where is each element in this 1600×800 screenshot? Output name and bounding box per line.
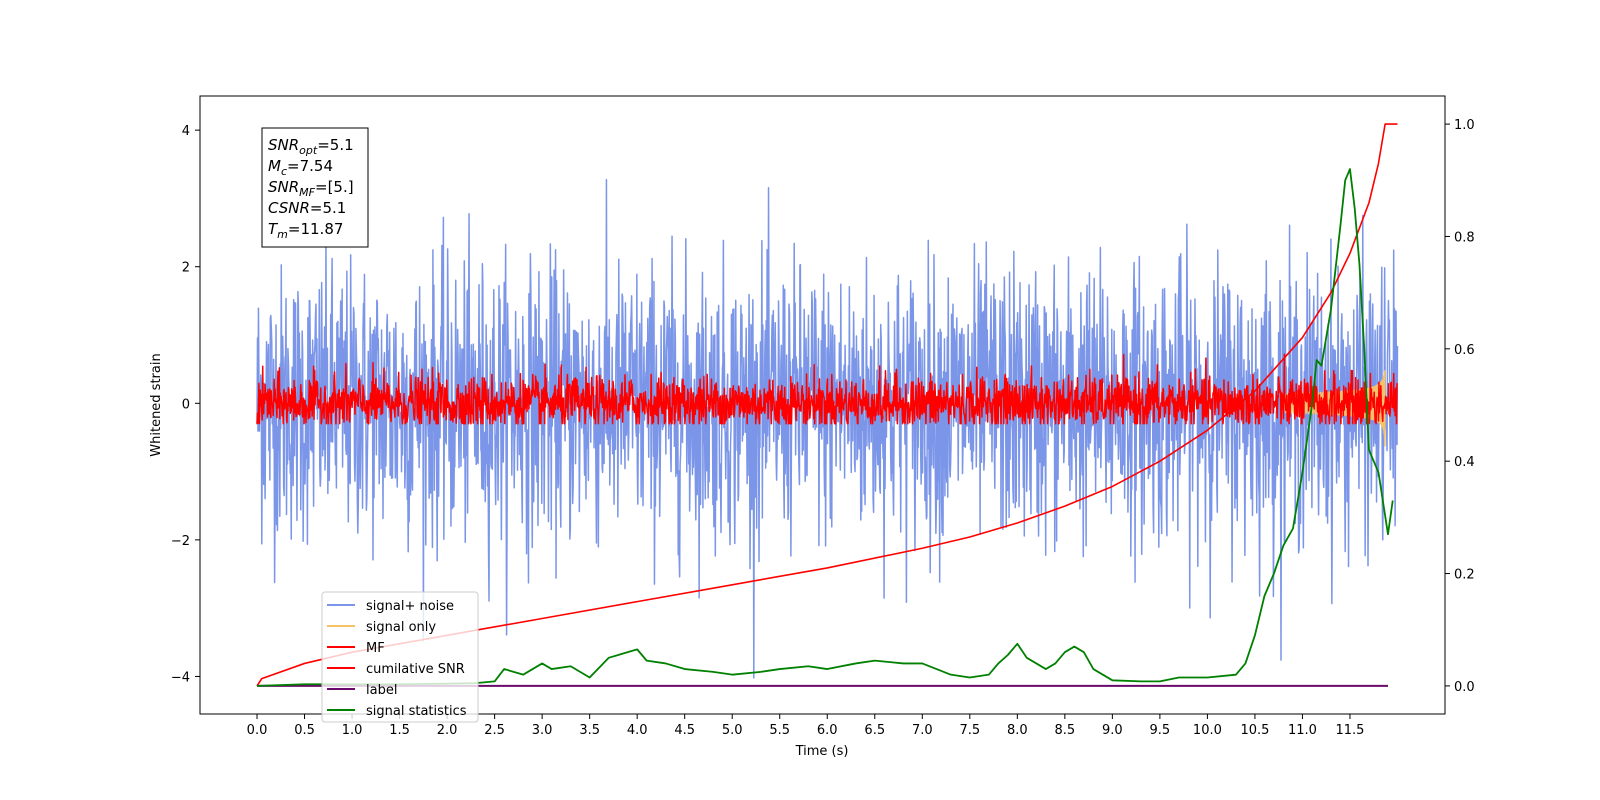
x-tick-label: 1.5	[389, 723, 410, 738]
x-tick-label: 7.5	[959, 723, 980, 738]
x-tick-label: 3.5	[579, 723, 600, 738]
x-tick-label: 4.5	[674, 723, 695, 738]
series-signal-statistics-line	[256, 168, 1394, 687]
x-tick-label: 7.0	[912, 723, 933, 738]
x-tick-label: 10.0	[1193, 723, 1222, 738]
annotation-frame	[261, 127, 369, 248]
legend: signal+ noise signal only MF cumilative SNR…	[321, 591, 479, 723]
annotation-line: Tm=11.87	[268, 220, 343, 241]
legend-label: signal statistics	[366, 704, 467, 719]
x-tick-label: 0.0	[247, 723, 268, 738]
annotation-line: Mc=7.54	[268, 157, 333, 178]
x-axis-label: Time (s)	[795, 744, 849, 759]
x-tick-label: 8.5	[1055, 723, 1076, 738]
legend-label: signal+ noise	[366, 599, 454, 614]
x-tick-label: 10.5	[1240, 723, 1269, 738]
y-right-tick-label: 0.4	[1454, 455, 1475, 470]
y-left-tick-label: −4	[171, 670, 190, 685]
x-tick-label: 1.0	[342, 723, 363, 738]
x-tick-label: 4.0	[627, 723, 648, 738]
x-tick-label: 11.5	[1335, 723, 1364, 738]
y-left-tick-label: 2	[182, 261, 190, 276]
legend-label: cumilative SNR	[366, 662, 465, 677]
x-tick-label: 3.0	[532, 723, 553, 738]
x-tick-label: 9.5	[1150, 723, 1171, 738]
legend-label: MF	[366, 641, 385, 656]
y-left-tick-label: 0	[182, 397, 190, 412]
legend-label: label	[366, 683, 397, 698]
x-tick-label: 2.5	[484, 723, 505, 738]
y-right-tick-label: 0.8	[1454, 230, 1475, 245]
series-mf-line	[256, 353, 1398, 425]
x-tick-label: 6.5	[864, 723, 885, 738]
y-axis-right: 0.0 0.2 0.4 0.6 0.8 1.0	[1445, 118, 1475, 695]
annotation-line: SNRopt=5.1	[268, 136, 354, 157]
x-tick-label: 5.5	[769, 723, 790, 738]
y-left-tick-label: −2	[171, 534, 190, 549]
x-tick-label: 8.0	[1007, 723, 1028, 738]
y-right-tick-label: 0.6	[1454, 343, 1475, 358]
x-tick-label: 11.0	[1288, 723, 1317, 738]
y-left-tick-label: 4	[182, 124, 190, 139]
x-tick-label: 0.5	[294, 723, 315, 738]
annotation-line: SNRMF=[5.]	[268, 178, 354, 199]
x-tick-label: 6.0	[817, 723, 838, 738]
annotation-line: CSNR=5.1	[268, 199, 346, 217]
y-right-tick-label: 0.0	[1454, 680, 1475, 695]
legend-label: signal only	[366, 620, 436, 635]
x-axis: 0.0 0.5 1.0 1.5 2.0 2.5 3.0 3.5 4.0 4.5 5.0 5.5 6.0 6…	[247, 714, 1364, 738]
legend-frame	[321, 591, 479, 723]
y-axis-label: Whitened strain	[149, 353, 164, 456]
x-tick-label: 5.0	[722, 723, 743, 738]
x-tick-label: 2.0	[437, 723, 458, 738]
y-right-tick-label: 1.0	[1454, 118, 1475, 133]
y-axis-left: −4 −2 0 2 4	[171, 124, 200, 685]
x-tick-label: 9.0	[1102, 723, 1123, 738]
y-right-tick-label: 0.2	[1454, 568, 1475, 583]
axes-frame	[199, 95, 1446, 715]
